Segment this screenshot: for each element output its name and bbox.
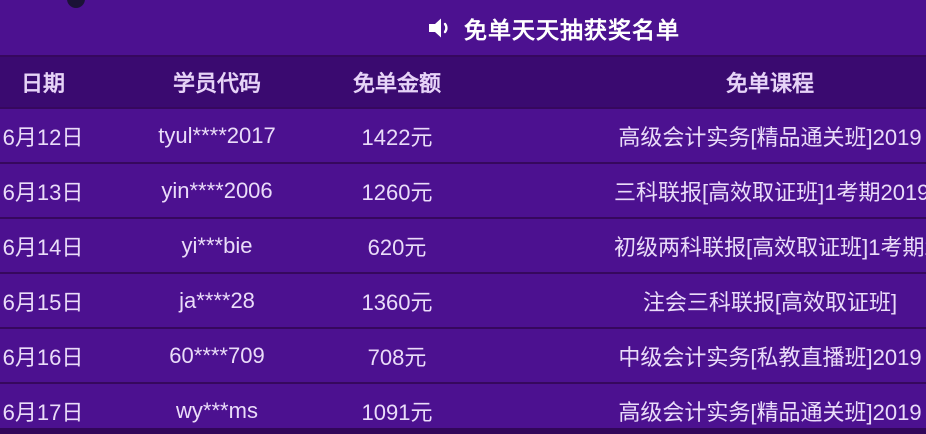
table-header-row: 日期 学员代码 免单金额 免单课程 — [0, 55, 926, 109]
date-cell: 6月17日 — [2, 399, 84, 425]
speaker-icon — [426, 15, 452, 41]
table-row: 6月12日 tyul****2017 1422元 高级会计实务[精品通关班]20… — [0, 109, 926, 164]
amount-cell: 620元 — [367, 234, 427, 260]
page-title: 免单天天抽获奖名单 — [464, 16, 680, 43]
course-cell: 中级会计实务[私教直播班]2019 — [618, 344, 922, 370]
amount-cell: 708元 — [367, 344, 427, 370]
date-cell: 6月13日 — [2, 179, 84, 205]
amount-cell: 1260元 — [361, 179, 433, 205]
date-cell: 6月15日 — [2, 289, 84, 315]
course-cell: 三科联报[高效取证班]1考期2019 — [614, 179, 926, 205]
table-row: 6月14日 yi***bie 620元 初级两科联报[高效取证班]1考期2020 — [0, 219, 926, 274]
amount-cell: 1360元 — [361, 289, 433, 315]
amount-cell: 1422元 — [361, 124, 433, 150]
course-cell: 注会三科联报[高效取证班] — [642, 289, 898, 315]
column-header-course: 免单课程 — [725, 71, 814, 96]
table-row: 6月16日 60****709 708元 中级会计实务[私教直播班]2019 — [0, 329, 926, 384]
date-cell: 6月16日 — [2, 344, 84, 370]
code-cell: ja****28 — [179, 287, 255, 313]
table-row: 6月15日 ja****28 1360元 注会三科联报[高效取证班] — [0, 274, 926, 329]
column-header-code: 学员代码 — [172, 71, 261, 96]
decorative-dot — [67, 0, 85, 8]
amount-cell: 1091元 — [361, 399, 433, 425]
column-header-date: 日期 — [20, 71, 65, 96]
code-cell: yin****2006 — [161, 177, 273, 203]
code-cell: tyul****2017 — [158, 122, 276, 148]
announcement-title-group: 免单天天抽获奖名单 — [426, 11, 680, 45]
bottom-divider — [0, 428, 926, 434]
winner-table: 日期 学员代码 免单金额 免单课程 6月12日 tyul****2017 142… — [0, 55, 926, 434]
date-cell: 6月14日 — [2, 234, 84, 260]
course-cell: 初级两科联报[高效取证班]1考期2020 — [614, 234, 926, 260]
date-cell: 6月12日 — [2, 124, 84, 150]
table-row: 6月17日 wy***ms 1091元 高级会计实务[精品通关班]2019 — [0, 384, 926, 434]
code-cell: 60****709 — [169, 342, 265, 368]
announcement-bar: 免单天天抽获奖名单 — [0, 0, 926, 55]
column-header-amount: 免单金额 — [352, 71, 441, 96]
course-cell: 高级会计实务[精品通关班]2019 — [618, 124, 922, 150]
table-row: 6月13日 yin****2006 1260元 三科联报[高效取证班]1考期20… — [0, 164, 926, 219]
code-cell: wy***ms — [176, 397, 258, 423]
course-cell: 高级会计实务[精品通关班]2019 — [618, 399, 922, 425]
code-cell: yi***bie — [181, 232, 253, 258]
